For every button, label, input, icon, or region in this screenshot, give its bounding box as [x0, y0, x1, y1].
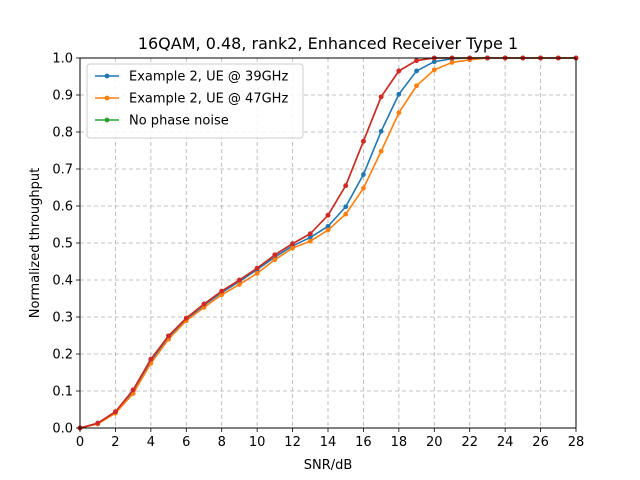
data-point — [201, 301, 207, 307]
x-axis-label: SNR/dB — [304, 458, 353, 473]
y-tick-label: 0.5 — [52, 237, 73, 252]
y-tick-label: 0.9 — [52, 89, 73, 104]
y-tick-label: 0.2 — [52, 348, 73, 363]
legend-box — [86, 63, 304, 139]
legend-label: No phase noise — [129, 114, 229, 129]
data-point — [254, 265, 260, 271]
y-tick-label: 0.3 — [52, 311, 73, 326]
data-point — [343, 204, 349, 210]
data-point — [378, 94, 384, 100]
x-tick-label: 4 — [147, 435, 155, 450]
legend-item: Example 2, UE @ 39GHz — [95, 70, 288, 85]
y-axis-label: Normalized throughput — [28, 168, 43, 319]
x-tick-label: 0 — [76, 435, 84, 450]
data-point — [219, 288, 225, 294]
y-tick-label: 0.7 — [52, 163, 73, 178]
legend-swatch-marker — [104, 95, 110, 101]
data-point — [343, 211, 349, 217]
legend-item: Example 2, UE @ 47GHz — [95, 92, 288, 107]
data-point — [414, 68, 419, 74]
x-tick-label: 26 — [532, 435, 549, 450]
data-point — [361, 172, 366, 177]
y-tick-label: 0.8 — [52, 126, 73, 141]
x-tick-label: 6 — [182, 435, 190, 450]
y-tick-label: 0.4 — [52, 274, 73, 289]
x-tick-label: 22 — [461, 435, 478, 450]
legend-item: No phase noise — [95, 114, 229, 129]
data-point — [396, 110, 402, 116]
x-tick-label: 10 — [249, 435, 266, 450]
data-point — [272, 257, 278, 263]
data-point — [361, 185, 366, 191]
chart-title: 16QAM, 0.48, rank2, Enhanced Receiver Ty… — [138, 34, 518, 53]
data-point — [414, 58, 419, 63]
x-tick-label: 12 — [284, 435, 301, 450]
data-point — [325, 223, 331, 229]
x-tick-label: 14 — [320, 435, 337, 450]
data-point — [449, 60, 455, 65]
legend-label: Example 2, UE @ 47GHz — [129, 92, 288, 107]
data-point — [325, 227, 331, 233]
data-point — [307, 235, 313, 240]
data-point — [414, 83, 419, 89]
data-point — [183, 315, 189, 321]
data-point — [201, 304, 207, 310]
data-point — [307, 231, 313, 237]
x-tick-label: 8 — [218, 435, 226, 450]
y-tick-label: 0.6 — [52, 200, 73, 215]
data-point — [325, 212, 331, 218]
data-point — [396, 68, 402, 74]
data-point — [431, 67, 437, 73]
x-axis: 0 2 4 6 8 10 12 14 16 18 20 22 24 26 28 — [76, 428, 584, 450]
data-point — [95, 420, 101, 426]
data-point — [237, 277, 242, 283]
data-point — [361, 138, 366, 144]
y-tick-label: 0.1 — [52, 385, 73, 400]
data-point — [307, 238, 313, 244]
data-point — [290, 241, 295, 247]
y-tick-label: 0.0 — [52, 422, 73, 437]
data-point — [166, 333, 171, 339]
legend: Example 2, UE @ 39GHz Example 2, UE @ 47G… — [86, 63, 304, 139]
y-axis: 0.0 0.1 0.2 0.3 0.4 0.5 0.6 0.7 0.8 0.9 1.0 — [52, 52, 80, 437]
x-tick-label: 20 — [426, 435, 443, 450]
data-point — [148, 356, 154, 362]
data-point — [130, 387, 136, 393]
x-tick-label: 2 — [111, 435, 119, 450]
data-point — [378, 148, 384, 154]
data-point — [219, 292, 225, 298]
legend-label: Example 2, UE @ 39GHz — [129, 70, 288, 85]
x-tick-label: 24 — [497, 435, 514, 450]
data-point — [254, 270, 260, 276]
data-point — [343, 183, 349, 189]
data-point — [272, 252, 278, 258]
data-point — [290, 245, 295, 251]
legend-swatch-marker — [104, 117, 110, 123]
x-tick-label: 18 — [391, 435, 408, 450]
legend-swatch-marker — [104, 73, 110, 79]
x-tick-label: 16 — [355, 435, 372, 450]
data-point — [396, 91, 402, 97]
data-point — [237, 282, 242, 287]
x-tick-label: 28 — [568, 435, 585, 450]
data-point — [113, 409, 118, 415]
data-point — [431, 59, 437, 65]
y-tick-label: 1.0 — [52, 52, 73, 67]
data-point — [378, 128, 384, 134]
